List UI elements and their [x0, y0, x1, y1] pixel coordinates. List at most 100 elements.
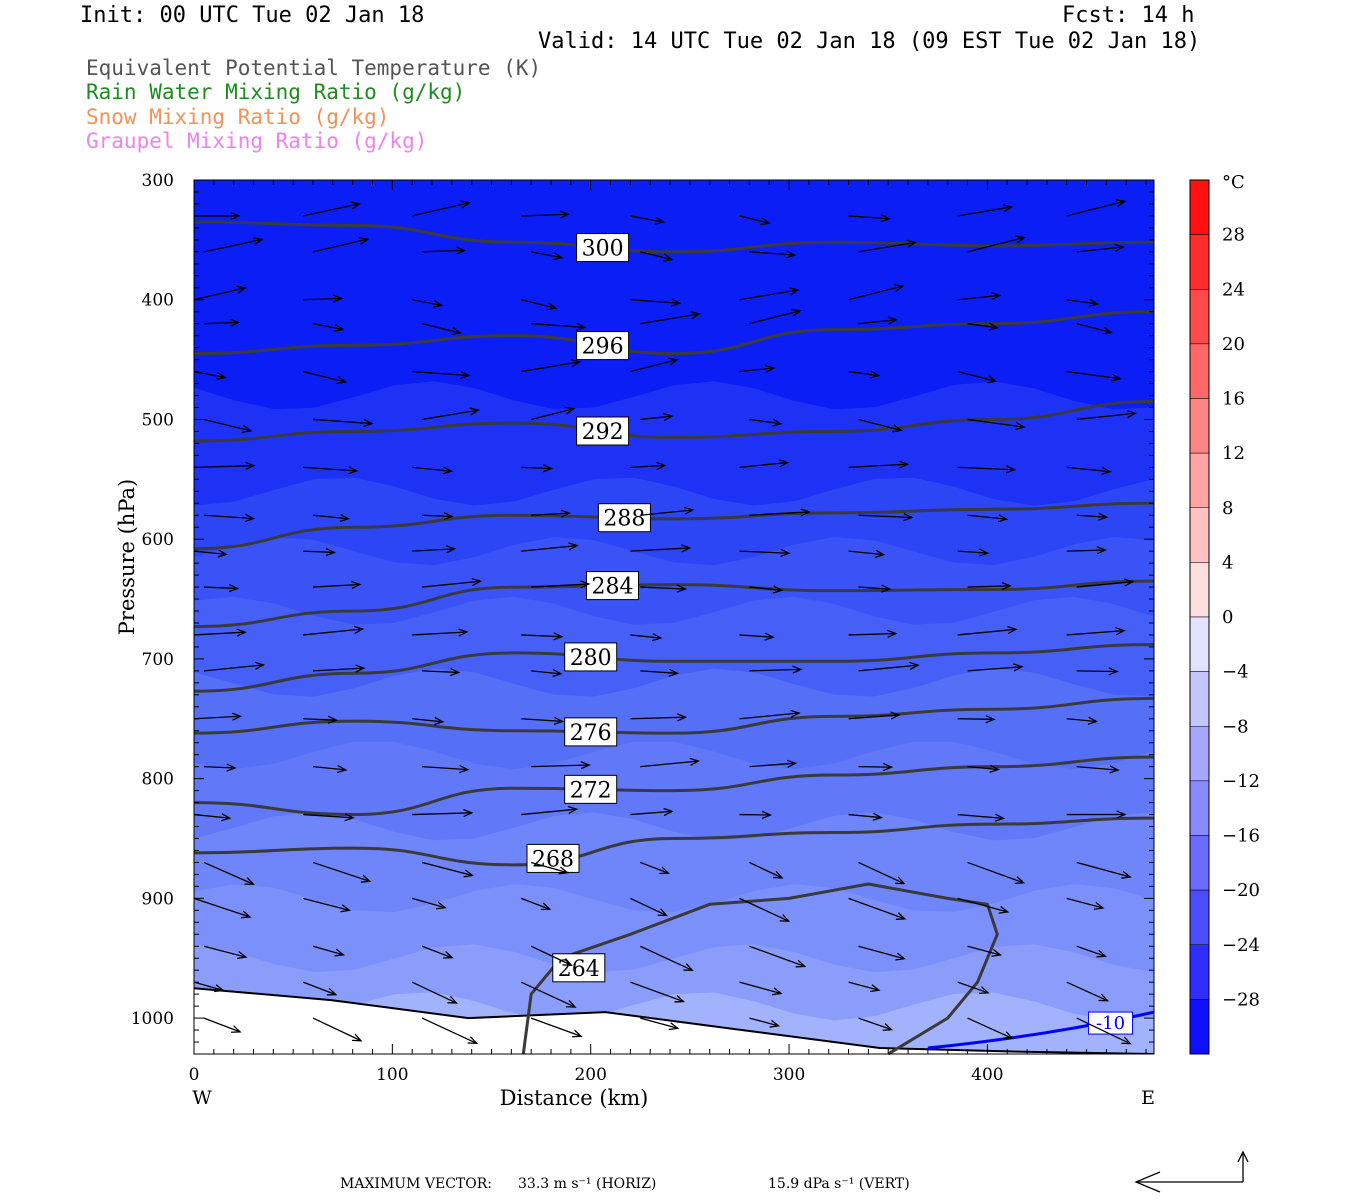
wind-vector	[1076, 514, 1107, 518]
wind-vector	[630, 299, 680, 304]
wind-vector-head	[559, 210, 571, 219]
wind-vector-head	[327, 715, 339, 724]
wind-vector-head	[778, 459, 790, 468]
wind-vector	[848, 370, 879, 377]
wind-vector	[858, 586, 890, 590]
contour-label: 276	[570, 721, 612, 746]
wind-vector-head	[546, 302, 558, 311]
colorbar-segment	[1189, 944, 1210, 1000]
theta-e-line	[193, 399, 1155, 443]
wind-vector	[521, 466, 552, 470]
wind-vector	[421, 861, 473, 877]
wind-vector-head	[898, 460, 910, 469]
wind-vector-head	[662, 253, 674, 262]
wind-vector	[630, 981, 684, 1003]
contour-label-box	[564, 774, 618, 804]
direction-east: E	[1141, 1087, 1155, 1109]
wind-vector-head	[1121, 1036, 1132, 1045]
wind-vector	[422, 670, 459, 674]
wind-vector-head	[690, 311, 702, 320]
wind-vector-head	[674, 994, 686, 1003]
colorbar-label: 20	[1222, 334, 1245, 355]
wind-vector-head	[350, 201, 362, 210]
wind-vector-head	[244, 877, 255, 885]
wind-vector	[967, 236, 1025, 253]
wind-vector	[630, 359, 678, 373]
wind-vector	[411, 981, 457, 1004]
wind-vector	[521, 808, 577, 816]
colorbar-segment	[1189, 562, 1210, 618]
wind-vector	[1076, 323, 1112, 334]
y-tick-label: 600	[142, 530, 174, 550]
wind-vector-head	[668, 668, 680, 677]
wind-vector	[749, 310, 801, 325]
contour-label: 272	[570, 778, 612, 803]
terrain-outline	[194, 987, 1154, 1054]
wind-vector	[193, 981, 224, 991]
wind-vector	[312, 323, 343, 331]
wind-vector	[957, 813, 1004, 820]
wind-vector	[531, 764, 590, 768]
contour-label: 284	[592, 575, 634, 600]
wind-vector	[303, 550, 335, 554]
wind-vector	[749, 586, 782, 591]
wind-vector	[203, 238, 263, 253]
wind-vector-head	[1115, 627, 1126, 636]
wind-vector-head	[991, 948, 1003, 957]
wind-vector	[1066, 299, 1098, 305]
wind-vector-head	[562, 958, 573, 966]
colorbar-segment	[1189, 999, 1210, 1055]
wind-vector-head	[869, 370, 881, 379]
colorbar-segment	[1189, 452, 1210, 508]
wind-vector	[421, 409, 479, 421]
wind-vector-head	[363, 418, 374, 428]
wind-vector-head	[1108, 667, 1119, 676]
wind-vector-head	[326, 987, 338, 996]
wind-vector-head	[220, 813, 232, 822]
wind-vector-head	[989, 764, 1000, 773]
wind-vector-head	[348, 466, 359, 475]
wind-vector-head	[1003, 1031, 1014, 1040]
wind-vector-head	[909, 661, 920, 670]
wind-vector	[412, 370, 469, 377]
wind-vector	[640, 1017, 678, 1029]
wind-vector	[312, 766, 346, 771]
y-tick-label: 500	[142, 410, 174, 430]
wind-vector	[630, 215, 664, 223]
colorbar-label: −12	[1222, 771, 1260, 792]
wind-vector	[640, 251, 673, 261]
wind-vector	[193, 287, 246, 301]
y-tick-label: 900	[142, 889, 174, 909]
wind-vector-head	[994, 813, 1006, 822]
wind-vector-head	[230, 211, 241, 221]
wind-vector-head	[434, 716, 445, 726]
wind-vector	[412, 299, 442, 307]
contour-label-box	[526, 843, 580, 873]
colorbar-unit: °C	[1222, 172, 1245, 193]
wind-vector	[303, 628, 363, 636]
wind-vector	[203, 514, 254, 520]
wind-vector	[640, 945, 693, 971]
wind-vector-head	[553, 632, 564, 641]
wind-vector-head	[558, 866, 570, 875]
wind-vector	[848, 632, 896, 636]
wind-vector-head	[1093, 901, 1105, 910]
wind-vector-head	[883, 762, 894, 772]
wind-vector	[312, 861, 371, 882]
wind-vector	[1076, 412, 1136, 421]
wind-vector-head	[906, 239, 918, 248]
wind-vector-head	[241, 425, 253, 433]
wind-vector	[1066, 629, 1125, 636]
wind-vector-head	[240, 910, 252, 919]
wind-vector	[303, 718, 337, 721]
wind-vector-head	[1007, 626, 1018, 635]
wind-vector-head	[228, 584, 240, 593]
wind-vector	[749, 861, 783, 879]
wind-vector-head	[1121, 870, 1132, 879]
wind-vector	[858, 861, 905, 885]
colorbar-segment	[1189, 179, 1210, 235]
colorbar-label: −20	[1222, 880, 1260, 901]
wind-vector-head	[360, 874, 372, 883]
wind-vector	[521, 897, 550, 910]
